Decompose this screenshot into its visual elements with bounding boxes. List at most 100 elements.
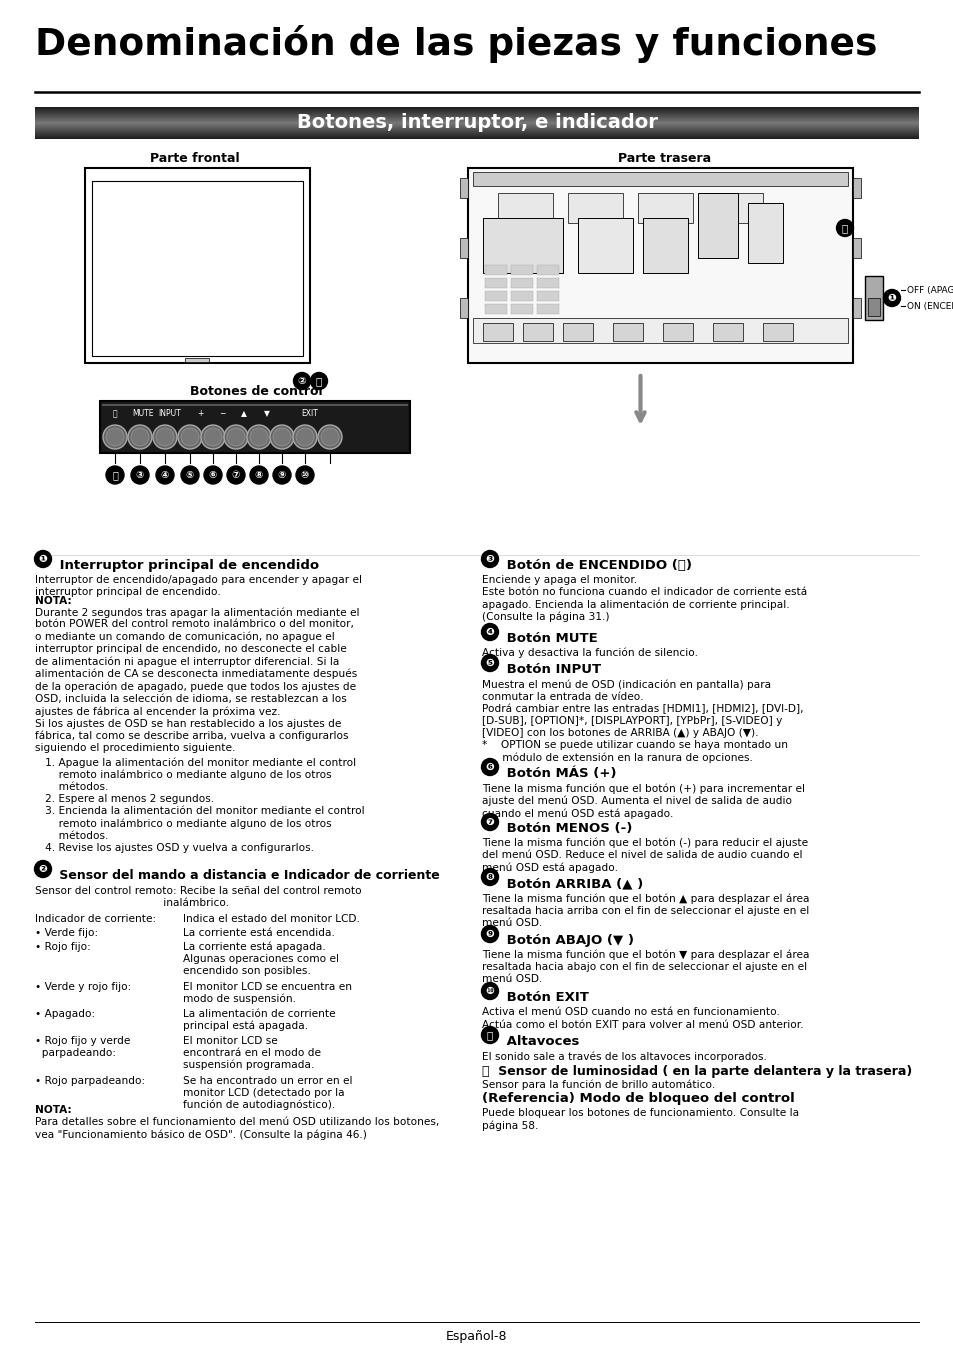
Text: (Referencia) Modo de bloqueo del control: (Referencia) Modo de bloqueo del control (481, 1092, 794, 1106)
Text: Activa y desactiva la función de silencio.: Activa y desactiva la función de silenci… (481, 648, 698, 659)
Bar (537, 265, 558, 275)
Text: ④: ④ (161, 470, 169, 481)
Text: Botón MENOS (-): Botón MENOS (-) (501, 822, 632, 836)
Circle shape (106, 466, 124, 485)
Text: −: − (218, 409, 225, 418)
Circle shape (106, 428, 124, 446)
Bar (537, 292, 558, 301)
Text: ▼: ▼ (264, 409, 270, 418)
Text: ❷: ❷ (38, 864, 48, 873)
Text: Se ha encontrado un error en el
monitor LCD (detectado por la
función de autodia: Se ha encontrado un error en el monitor … (183, 1076, 352, 1110)
Text: El monitor LCD se encuentra en
modo de suspensión.: El monitor LCD se encuentra en modo de s… (183, 981, 352, 1004)
Text: 1. Apague la alimentación del monitor mediante el control
       remoto inalámbr: 1. Apague la alimentación del monitor me… (35, 757, 364, 853)
Text: Enciende y apaga el monitor.
Este botón no funciona cuando el indicador de corri: Enciende y apaga el monitor. Este botón … (481, 575, 806, 622)
Text: Sensor para la función de brillo automático.: Sensor para la función de brillo automát… (481, 1080, 715, 1091)
Text: ⓫: ⓫ (486, 1030, 493, 1040)
Text: Tiene la misma función que el botón (-) para reducir el ajuste
del menú OSD. Red: Tiene la misma función que el botón (-) … (481, 838, 807, 873)
Text: La alimentación de corriente
principal está apagada.: La alimentación de corriente principal e… (183, 1008, 335, 1031)
Text: ⑩: ⑩ (300, 470, 309, 481)
Text: ⑫: ⑫ (112, 470, 118, 481)
Circle shape (128, 425, 152, 450)
Text: Interruptor principal de encendido: Interruptor principal de encendido (55, 559, 319, 572)
Bar (762, 323, 792, 342)
Circle shape (131, 428, 149, 446)
Bar (712, 323, 742, 342)
Circle shape (156, 466, 173, 485)
Text: • Rojo fijo y verde
  parpadeando:: • Rojo fijo y verde parpadeando: (35, 1035, 131, 1057)
Circle shape (131, 466, 149, 485)
Text: ❶: ❶ (886, 293, 896, 302)
Text: ⑫: ⑫ (315, 377, 322, 386)
Circle shape (481, 983, 498, 999)
Text: • Rojo fijo:: • Rojo fijo: (35, 942, 91, 952)
Circle shape (273, 466, 291, 485)
Text: • Apagado:: • Apagado: (35, 1008, 95, 1019)
Circle shape (273, 428, 291, 446)
Text: El sonido sale a través de los altavoces incorporados.: El sonido sale a través de los altavoces… (481, 1052, 766, 1061)
Bar (459, 178, 468, 198)
Text: Parte frontal: Parte frontal (150, 153, 239, 165)
Text: Sensor del mando a distancia e Indicador de corriente: Sensor del mando a distancia e Indicador… (55, 869, 439, 882)
Bar (484, 292, 506, 301)
Text: Botones de control: Botones de control (190, 385, 322, 398)
Text: Puede bloquear los botones de funcionamiento. Consulte la
página 58.: Puede bloquear los botones de funcionami… (481, 1108, 799, 1131)
Bar (662, 323, 692, 342)
Text: Botón MUTE: Botón MUTE (501, 632, 598, 645)
Circle shape (103, 425, 127, 450)
Circle shape (310, 373, 327, 390)
Circle shape (481, 926, 498, 942)
Text: ❺: ❺ (485, 657, 494, 668)
Circle shape (156, 428, 173, 446)
Bar (484, 304, 506, 315)
Bar (511, 304, 533, 315)
Bar (698, 193, 738, 258)
Bar (100, 401, 410, 454)
Text: Sensor del control remoto: Recibe la señal del control remoto
                  : Sensor del control remoto: Recibe la señ… (35, 886, 361, 909)
Text: EXIT: EXIT (301, 409, 318, 418)
Bar (747, 202, 782, 263)
Bar (482, 323, 513, 342)
Text: ❽: ❽ (485, 872, 494, 882)
Bar (567, 193, 622, 223)
Circle shape (295, 428, 314, 446)
Text: OFF (APAGADO): OFF (APAGADO) (906, 285, 953, 294)
Bar (707, 193, 762, 223)
Circle shape (270, 425, 294, 450)
Circle shape (34, 551, 51, 567)
Text: ⑧: ⑧ (254, 470, 263, 481)
Text: ❶: ❶ (38, 554, 48, 564)
Bar (613, 323, 642, 342)
Text: ⑫  Sensor de luminosidad ( en la parte delantera y la trasera): ⑫ Sensor de luminosidad ( en la parte de… (481, 1065, 911, 1079)
Circle shape (481, 551, 498, 567)
Text: Indicador de corriente:: Indicador de corriente: (35, 914, 156, 923)
Text: Botón INPUT: Botón INPUT (501, 663, 600, 676)
Circle shape (295, 466, 314, 485)
Bar (91, 181, 303, 356)
Bar (537, 278, 558, 288)
Circle shape (294, 373, 310, 390)
Text: ②: ② (297, 377, 306, 386)
Text: Muestra el menú de OSD (indicación en pantalla) para
conmutar la entrada de víde: Muestra el menú de OSD (indicación en pa… (481, 679, 802, 763)
Text: • Verde y rojo fijo:: • Verde y rojo fijo: (35, 981, 132, 992)
Circle shape (481, 868, 498, 886)
Bar (185, 358, 210, 362)
Bar (522, 323, 553, 342)
Text: Tiene la misma función que el botón (+) para incrementar el
ajuste del menú OSD.: Tiene la misma función que el botón (+) … (481, 783, 804, 818)
Text: Botón ABAJO (▼ ): Botón ABAJO (▼ ) (501, 934, 634, 946)
Text: Tiene la misma función que el botón ▼ para desplazar el área
resaltada hacia aba: Tiene la misma función que el botón ▼ pa… (481, 950, 809, 984)
Text: ③: ③ (135, 470, 144, 481)
Text: • Verde fijo:: • Verde fijo: (35, 927, 98, 938)
Text: Indica el estado del monitor LCD.: Indica el estado del monitor LCD. (183, 914, 359, 923)
Text: ❼: ❼ (485, 817, 494, 828)
Bar (484, 265, 506, 275)
Text: ❾: ❾ (485, 929, 494, 940)
Text: MUTE: MUTE (132, 409, 153, 418)
Text: NOTA:: NOTA: (35, 1106, 71, 1115)
Bar (473, 171, 847, 186)
Circle shape (882, 289, 900, 306)
Bar (864, 275, 882, 320)
Bar (459, 298, 468, 319)
Text: La corriente está apagada.
Algunas operaciones como el
encendido son posibles.: La corriente está apagada. Algunas opera… (183, 942, 338, 976)
Text: INPUT: INPUT (158, 409, 181, 418)
Text: ON (ENCENDIDO): ON (ENCENDIDO) (906, 301, 953, 310)
